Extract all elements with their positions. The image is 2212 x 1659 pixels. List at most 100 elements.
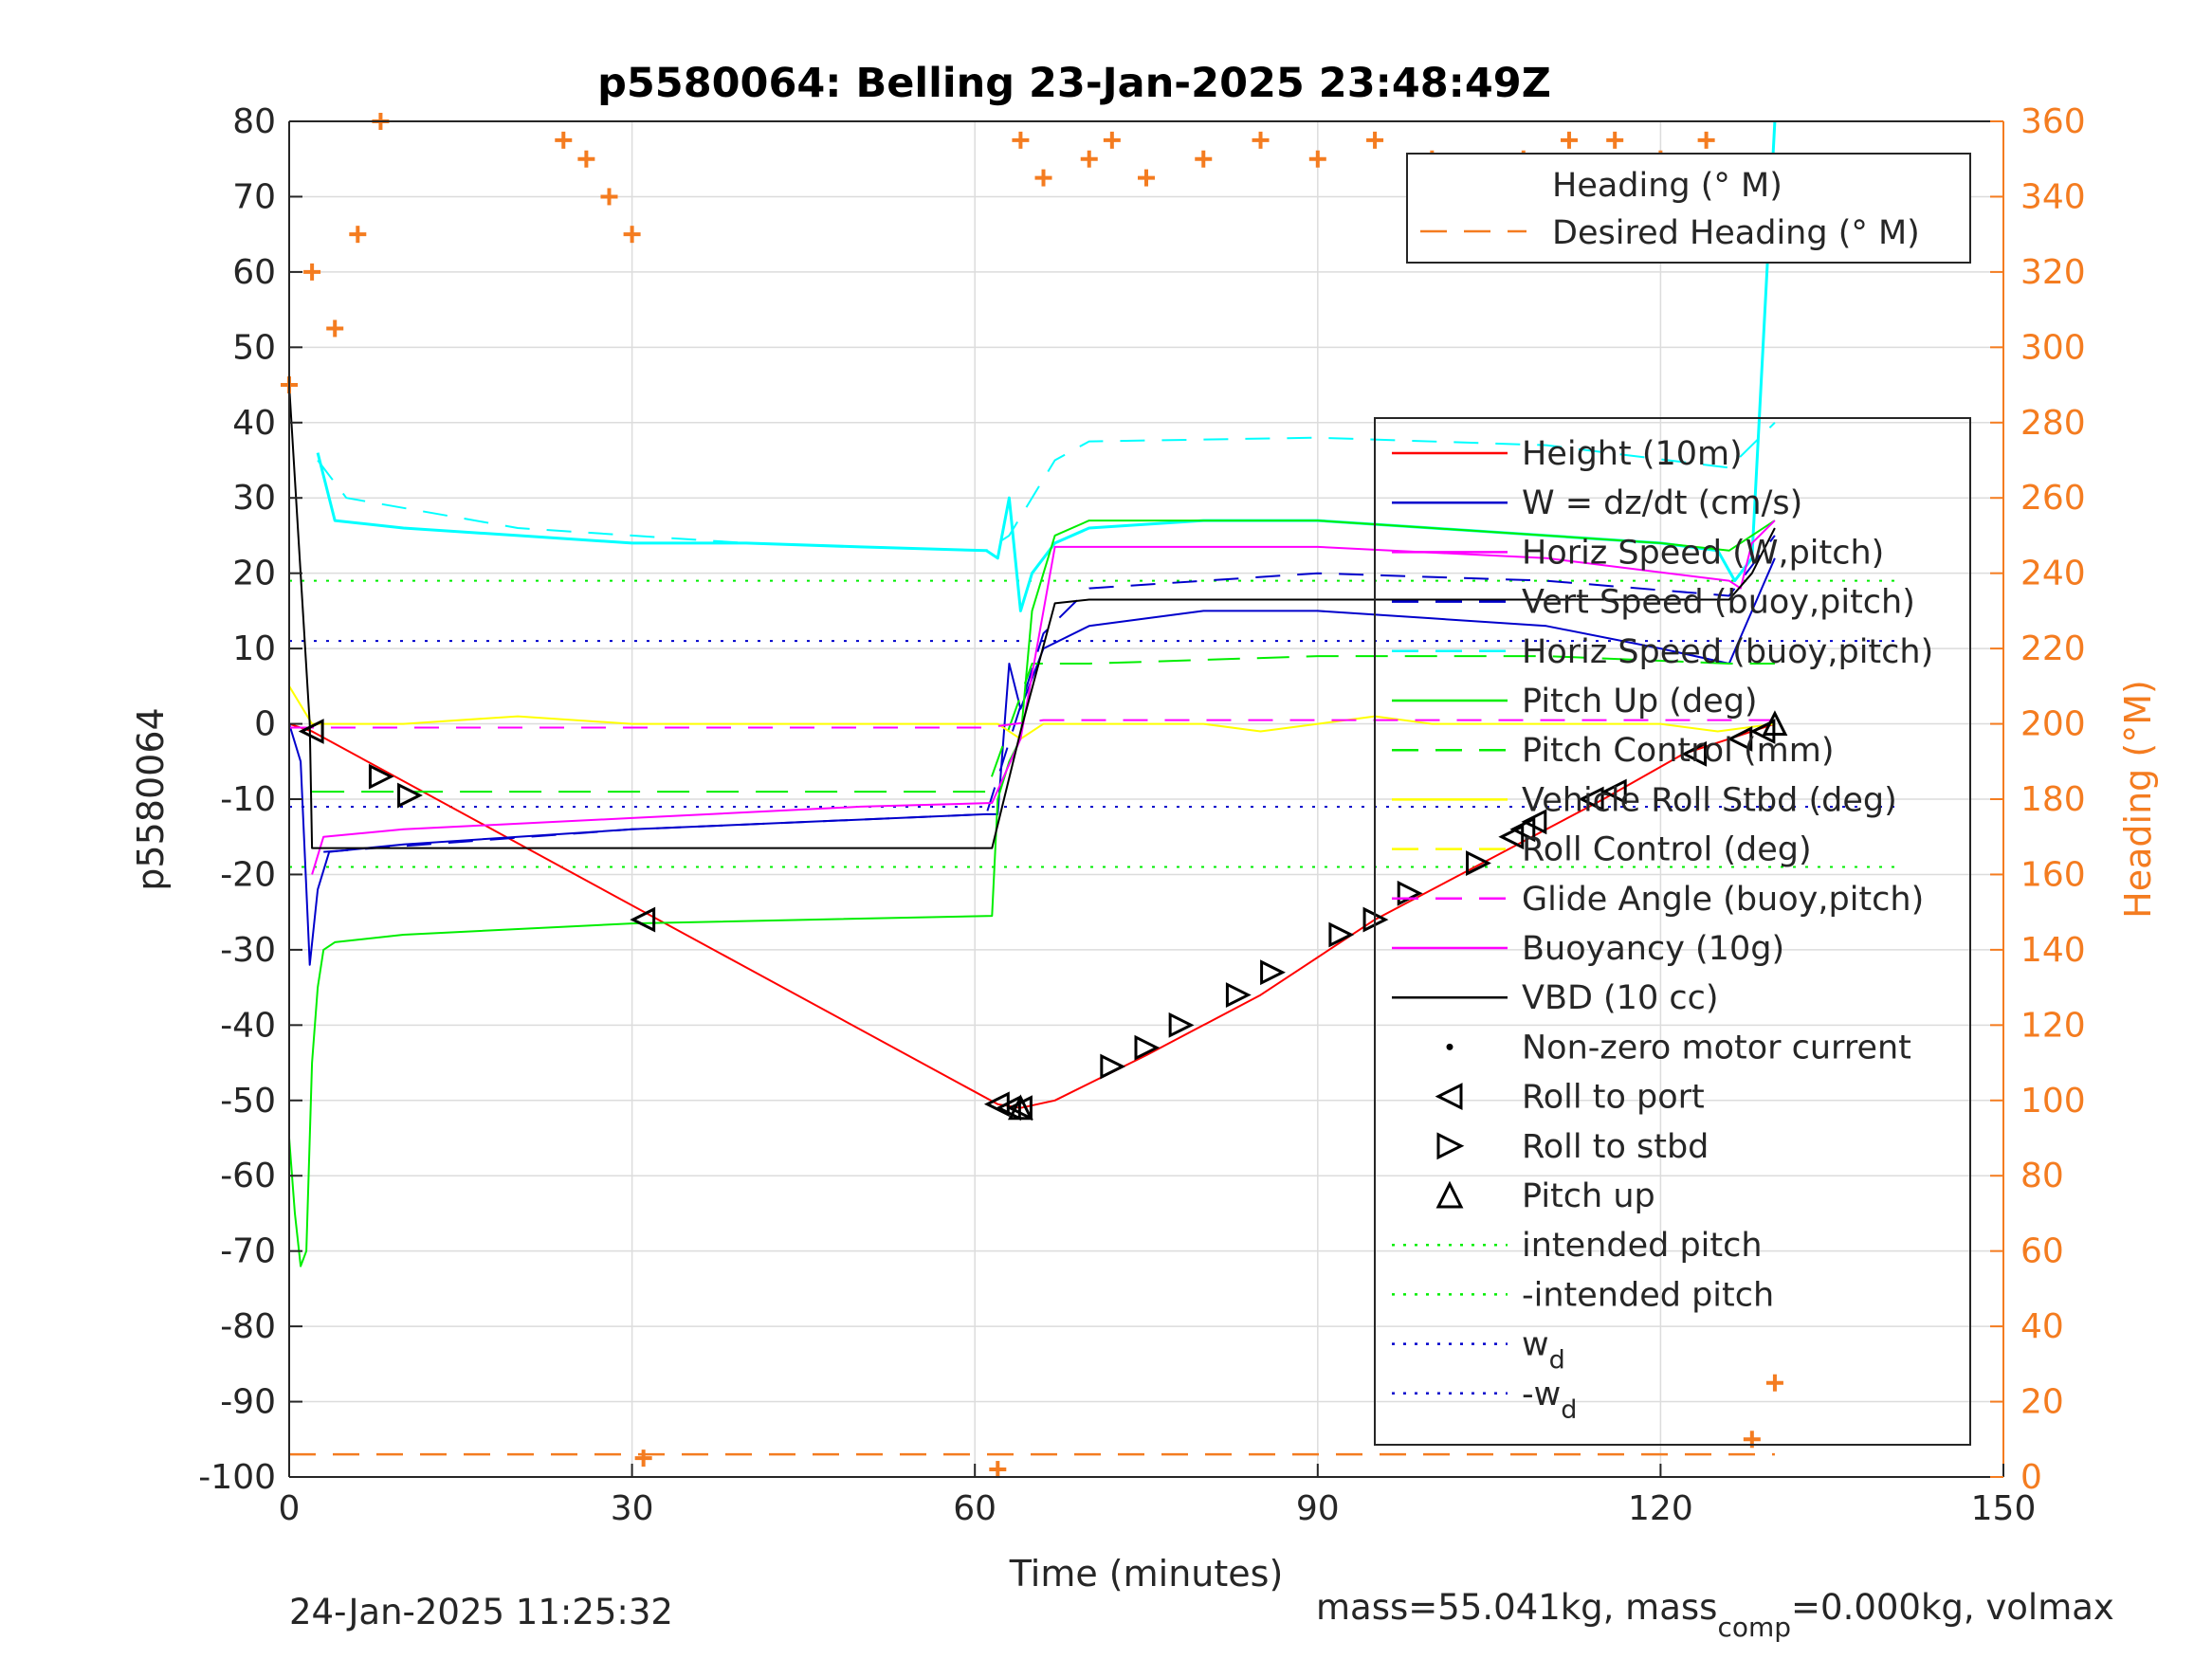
- y-tick-label-12: -40: [220, 1006, 276, 1045]
- y-tick-label-6: 20: [232, 555, 276, 593]
- marker-left-1: [630, 906, 656, 933]
- legend-main-entry-1: W = dz/dt (cm/s): [1392, 484, 1802, 522]
- y-tick-label-5: 30: [232, 479, 276, 518]
- footer-mass-main: mass=55.041kg, mass: [1316, 1587, 1717, 1628]
- heading-point-12: [1034, 169, 1052, 187]
- marker-right-6: [1260, 959, 1286, 986]
- marker-right-4: [1168, 1012, 1195, 1038]
- legend-main-label-13: Roll to port: [1522, 1079, 1705, 1117]
- y-tick-label-17: -90: [220, 1383, 276, 1422]
- y-tick-label-15: -70: [220, 1232, 276, 1271]
- y2-tick-label-12: 120: [2020, 1006, 2086, 1045]
- y2-axis-label: Heading (°M): [2117, 680, 2159, 919]
- legend-main-entry-8: Roll Control (deg): [1392, 831, 1812, 869]
- legend-main-entry-15: Pitch up: [1435, 1177, 1655, 1215]
- legend-main-entry-10: Buoyancy (10g): [1392, 930, 1784, 968]
- legend-main-label-text-9: Glide Angle (buoy,pitch): [1522, 881, 1924, 919]
- marker-left-5: [1498, 824, 1525, 850]
- legend-main-label-text-13: Roll to port: [1522, 1079, 1705, 1117]
- series-line-9: [311, 520, 1776, 875]
- legend-main-swatch-15: [1435, 1180, 1464, 1209]
- y2-tick-label-1: 340: [2020, 177, 2086, 216]
- legend-main-entry-13: Roll to port: [1435, 1079, 1705, 1117]
- marker-up-1: [1762, 710, 1788, 737]
- legend-main-entry-12: Non-zero motor current: [1446, 1029, 1911, 1066]
- legend-main-label-3: Vert Speed (buoy,pitch): [1522, 584, 1915, 622]
- x-tick-label-5: 150: [1971, 1489, 2037, 1528]
- markers-layer: [298, 710, 1788, 1121]
- marker-left-6: [1509, 816, 1536, 843]
- legend-main-label-19: -wd: [1522, 1376, 1577, 1425]
- legend-main-label-17: -intended pitch: [1522, 1276, 1774, 1314]
- x-tick-label-4: 120: [1628, 1489, 1693, 1528]
- y2-tick-label-9: 180: [2020, 780, 2086, 819]
- legend-heading-entry-0: Heading (° M): [1552, 167, 1782, 205]
- heading-point-17: [1252, 131, 1270, 149]
- legend-main-swatch-14: [1436, 1132, 1465, 1160]
- footer-mass-sub: comp: [1717, 1612, 1791, 1643]
- marker-left-0: [298, 719, 324, 744]
- footer-timestamp: 24-Jan-2025 11:25:32: [289, 1592, 673, 1632]
- y-axis-label: p5580064: [130, 707, 172, 890]
- x-tick-label-2: 60: [953, 1489, 996, 1528]
- legend-main-label-text-12: Non-zero motor current: [1522, 1029, 1911, 1066]
- legend-main-entry-18: wd: [1392, 1326, 1565, 1376]
- x-tick-label-3: 90: [1296, 1489, 1340, 1528]
- y2-tick-label-5: 260: [2020, 479, 2086, 518]
- marker-right-5: [1225, 982, 1252, 1008]
- marker-right-1: [397, 782, 423, 809]
- series-line-6: [312, 655, 1775, 793]
- legend-main-label-text-15: Pitch up: [1522, 1177, 1655, 1215]
- y-tick-label-14: -60: [220, 1157, 276, 1195]
- y2-tick-label-2: 320: [2020, 253, 2086, 292]
- legend-main-label-text-3: Vert Speed (buoy,pitch): [1522, 584, 1915, 622]
- legend-main-label-text-11: VBD (10 cc): [1522, 979, 1719, 1017]
- series-line-8: [289, 719, 1775, 729]
- legend-main-label-0: Height (10m): [1522, 435, 1743, 473]
- y-tick-label-10: -20: [220, 855, 276, 894]
- heading-point-24: [1606, 131, 1624, 149]
- heading-point-11: [1012, 131, 1030, 149]
- y-tick-label-4: 40: [232, 404, 276, 443]
- heading-point-18: [1308, 150, 1326, 168]
- y-tick-label-8: 0: [254, 705, 276, 744]
- y2-tick-label-4: 280: [2020, 404, 2086, 443]
- legend-main-entry-4: Horiz Speed (buoy,pitch): [1392, 633, 1933, 671]
- legend-main-label-text-19: -w: [1522, 1376, 1561, 1413]
- legend-main-label-text-0: Height (10m): [1522, 435, 1743, 473]
- legend-main-label-10: Buoyancy (10g): [1522, 930, 1784, 968]
- marker-left-11: [1727, 726, 1753, 752]
- y2-tick-label-13: 100: [2020, 1082, 2086, 1121]
- legend-main-entry-17: -intended pitch: [1392, 1276, 1774, 1314]
- y2-tick-label-17: 20: [2020, 1383, 2064, 1422]
- legend-main: Height (10m) W = dz/dt (cm/s) Horiz Speed …: [1374, 417, 1971, 1446]
- marker-left-7: [1521, 809, 1547, 835]
- y-tick-label-1: 70: [232, 177, 276, 216]
- marker-left-3: [996, 1095, 1021, 1121]
- marker-up-0: [1007, 1094, 1033, 1121]
- y2-tick-label-15: 60: [2020, 1232, 2064, 1271]
- series-line-3: [317, 422, 1776, 552]
- x-tick-label-0: 0: [279, 1489, 301, 1528]
- legend-main-label-text-7: Vehicle Roll Stbd (deg): [1522, 781, 1897, 819]
- heading-point-7: [600, 188, 618, 206]
- y-tick-label-3: 50: [232, 328, 276, 367]
- legend-main-label-text-8: Roll Control (deg): [1522, 831, 1812, 869]
- heading-point-19: [1366, 131, 1384, 149]
- legend-main-entry-19: -wd: [1392, 1376, 1577, 1425]
- heading-point-14: [1103, 131, 1121, 149]
- legend-main-label-16: intended pitch: [1522, 1227, 1763, 1265]
- y-tick-label-11: -30: [220, 931, 276, 970]
- legend-main-label-text-16: intended pitch: [1522, 1227, 1763, 1265]
- legend-main-entry-16: intended pitch: [1392, 1227, 1763, 1265]
- marker-left-9: [1600, 778, 1627, 805]
- heading-point-2: [326, 319, 344, 337]
- heading-point-28: [1765, 1374, 1783, 1392]
- marker-right-0: [368, 763, 394, 790]
- x-tick-label-1: 30: [611, 1489, 654, 1528]
- heading-point-9: [634, 1449, 652, 1468]
- heading-point-16: [1195, 150, 1213, 168]
- marker-right-3: [1134, 1034, 1161, 1061]
- heading-point-23: [1560, 131, 1578, 149]
